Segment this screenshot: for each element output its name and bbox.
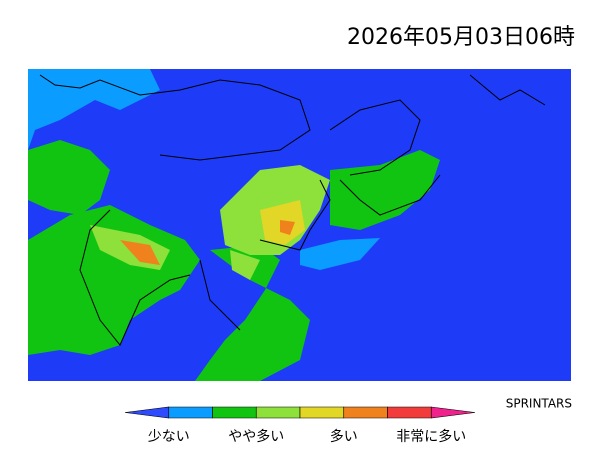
map: [28, 69, 571, 381]
land-region: [195, 245, 310, 381]
land-region: [330, 150, 440, 230]
colorbar-segment: [343, 406, 388, 419]
land-region: [300, 238, 380, 270]
legend: 少ない やや多い 多い 非常に多い: [124, 406, 476, 445]
land-region: [28, 205, 200, 355]
model-name: SPRINTARS: [506, 397, 572, 411]
colorbar-segment: [299, 406, 345, 419]
legend-label: 少ない: [148, 429, 190, 445]
land-region: [28, 69, 160, 150]
colorbar-segment: [387, 406, 432, 419]
colorbar-segment: [168, 406, 213, 419]
legend-label: 非常に多い: [396, 428, 466, 445]
colorbar-segment: [255, 406, 301, 419]
legend-label: 多い: [330, 428, 358, 445]
land-region: [120, 240, 160, 265]
land-region: [230, 250, 260, 280]
timestamp: 2026年05月03日06時: [347, 25, 575, 50]
legend-label: やや多い: [228, 428, 284, 445]
colorbar-segment: [212, 406, 257, 419]
colorbar-segment: [124, 406, 170, 419]
land-region: [280, 220, 295, 235]
land-region: [28, 140, 110, 215]
colorbar-segment: [430, 406, 476, 419]
coastline: [39, 74, 546, 346]
